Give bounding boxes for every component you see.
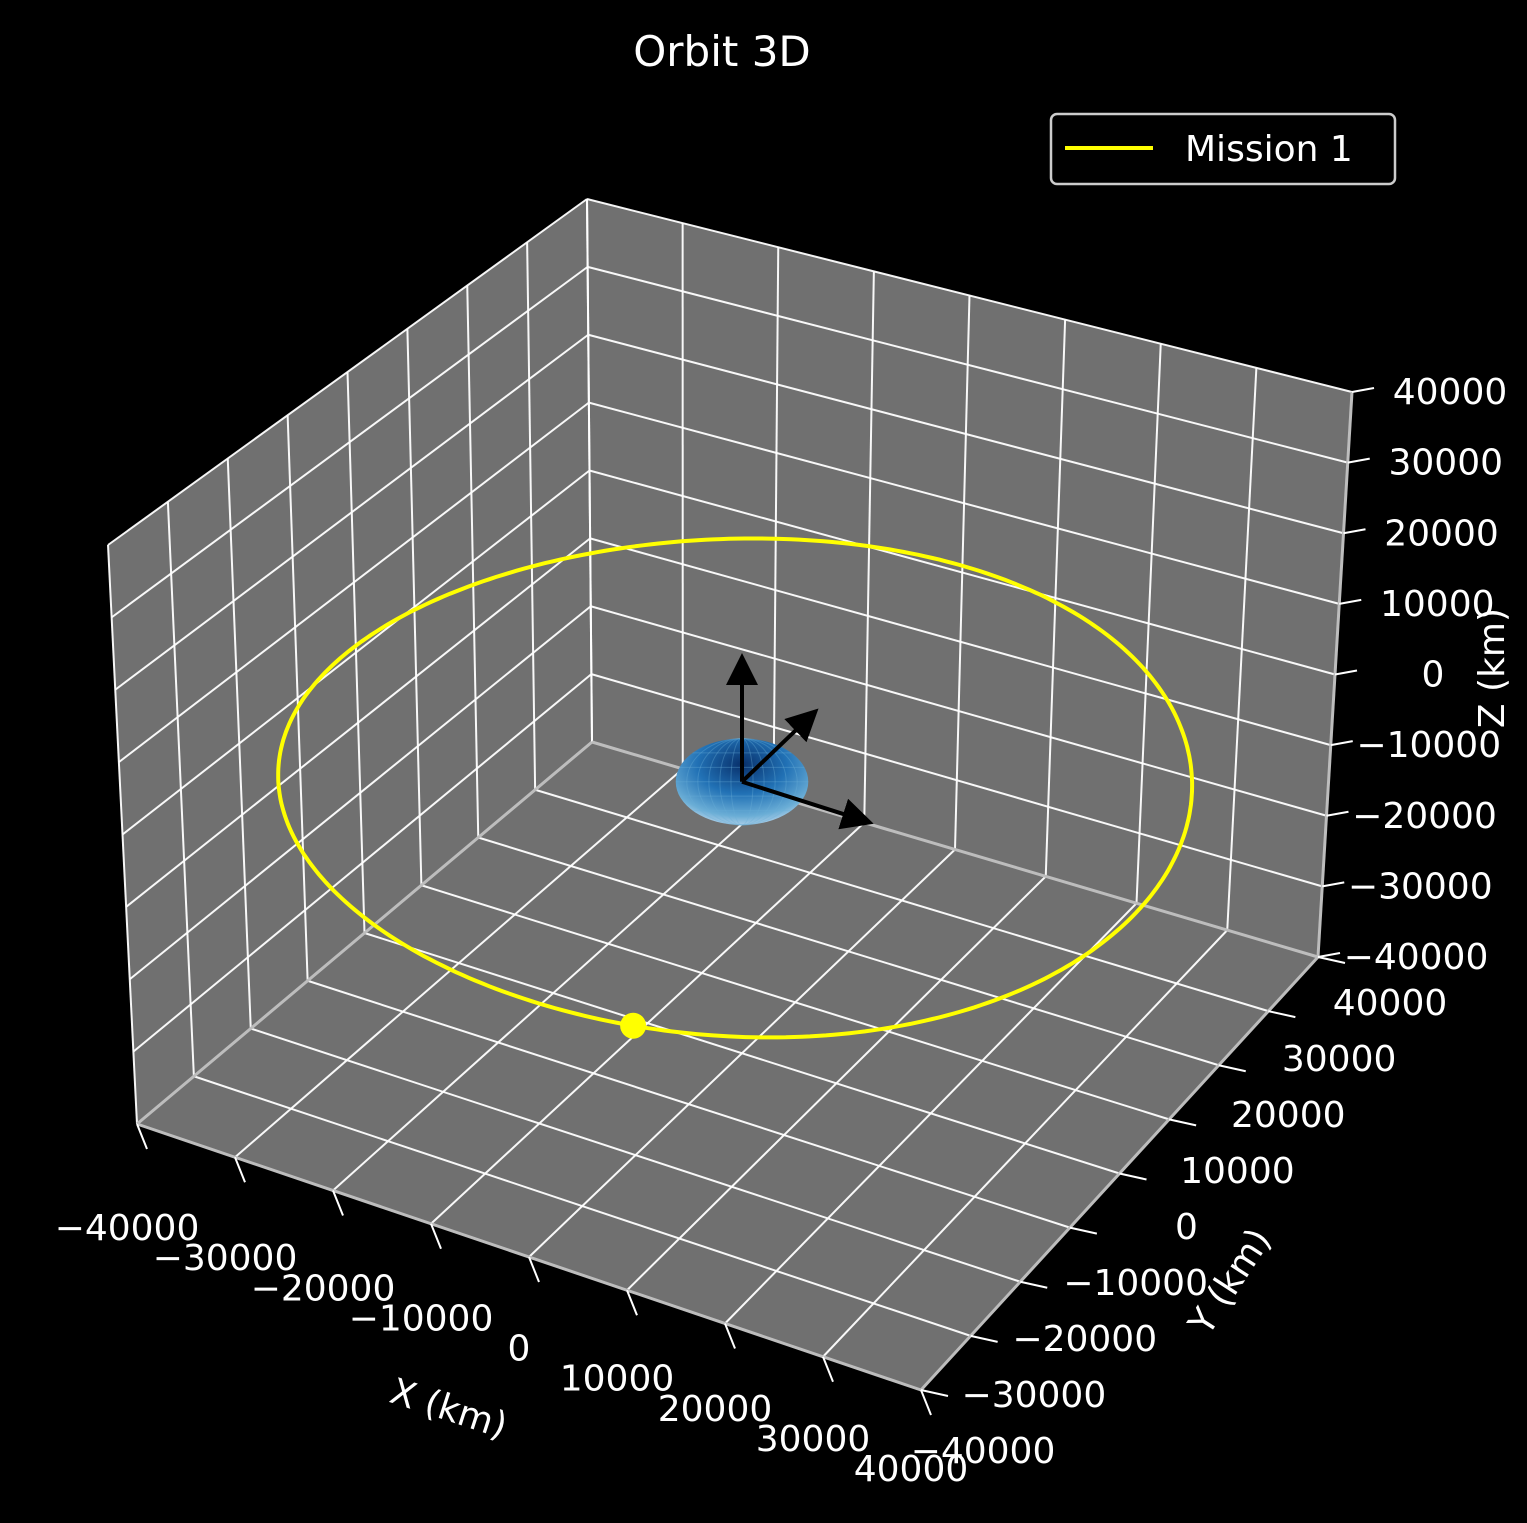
z-tick: [1330, 740, 1353, 747]
orbit-line-mission-1: [276, 536, 1195, 1040]
chart-title: Orbit 3D: [633, 27, 811, 76]
y-tick: [1168, 1118, 1197, 1127]
y-tick: [1268, 1010, 1296, 1019]
y-tick-label: 30000: [1282, 1039, 1397, 1080]
y-tick-label: −30000: [962, 1375, 1107, 1416]
x-tick-label: −10000: [349, 1298, 494, 1339]
grid-left-z: [121, 469, 591, 836]
z-tick-label: 30000: [1388, 443, 1503, 484]
z-tick-label: 0: [1422, 655, 1445, 696]
grid-back-x: [1044, 319, 1067, 877]
grid-back-z: [587, 333, 1344, 535]
y-tick-label: 0: [1175, 1207, 1198, 1248]
y-tick-label: −40000: [911, 1431, 1056, 1472]
grid-left-y: [526, 242, 537, 790]
x-tick-label: −30000: [153, 1238, 298, 1279]
y-tick-label: 10000: [1180, 1151, 1295, 1192]
x-tick-label: 20000: [658, 1389, 773, 1430]
x-tick-label: −20000: [251, 1268, 396, 1309]
z-tick-label: 10000: [1380, 584, 1495, 625]
z-tick: [1347, 457, 1370, 464]
grid-floor-x: [724, 902, 1138, 1325]
grid-left-z: [118, 401, 590, 763]
frame-axes-arrows: [726, 652, 874, 830]
x-tick-label: −40000: [55, 1208, 200, 1249]
z-tick-label: −10000: [1356, 725, 1501, 766]
grid-floor-y: [477, 836, 1220, 1067]
y-tick-label: 40000: [1333, 983, 1448, 1024]
z-tick: [1322, 881, 1345, 888]
z-tick: [1351, 387, 1375, 393]
grid-back-z: [587, 265, 1348, 464]
grid-left-z: [111, 266, 589, 619]
grid-floor-y: [421, 884, 1170, 1121]
grid-floor-y: [364, 932, 1120, 1175]
x-tick-label: 10000: [560, 1359, 675, 1400]
y-tick-label: 20000: [1231, 1095, 1346, 1136]
z-tick: [1326, 810, 1349, 817]
y-tick: [1119, 1172, 1147, 1181]
spacecraft-marker: [620, 1012, 647, 1039]
z-tick: [1343, 528, 1366, 535]
orbit-series: [276, 536, 1195, 1040]
grid-left-y: [586, 198, 593, 743]
z-tick: [1317, 952, 1341, 958]
grid-left-z: [114, 333, 589, 691]
grid-back-z: [588, 401, 1340, 605]
z-tick-label: −30000: [1348, 866, 1493, 907]
y-tick: [1218, 1064, 1246, 1073]
x-tick: [920, 1389, 932, 1416]
x-tick: [136, 1123, 148, 1150]
axes-ticks: −40000−40000−40000−30000−30000−30000−200…: [55, 372, 1508, 1490]
y-tick-label: −20000: [1012, 1319, 1157, 1360]
arrow-x: [741, 779, 874, 830]
legend-label-mission-1: Mission 1: [1185, 129, 1353, 170]
legend-frame: [1049, 112, 1397, 186]
z-tick: [1334, 669, 1358, 676]
y-tick: [1069, 1226, 1098, 1235]
x-tick-label: 40000: [854, 1449, 969, 1490]
y-tick: [920, 1389, 949, 1397]
pane-edge-left: [136, 740, 593, 1126]
z-tick-label: −40000: [1344, 937, 1489, 978]
x-tick: [528, 1256, 540, 1283]
legend: Mission 1: [1049, 112, 1397, 186]
z-tick-label: 20000: [1384, 513, 1499, 554]
z-tick-label: −20000: [1352, 796, 1497, 837]
y-tick-label: −10000: [1063, 1263, 1208, 1304]
y-tick: [970, 1334, 998, 1343]
arrow-y: [740, 708, 819, 784]
x-tick: [234, 1156, 246, 1183]
x-tick-label: 0: [508, 1329, 531, 1370]
grid-back-z: [586, 198, 1353, 393]
x-tick: [626, 1289, 638, 1316]
grid-back-x: [1135, 343, 1162, 904]
z-axis-label: Z (km): [1472, 608, 1513, 728]
x-tick: [430, 1223, 442, 1250]
grid-floor-y: [534, 788, 1269, 1013]
x-tick-label: 30000: [756, 1419, 871, 1460]
grid-left-y: [406, 328, 423, 886]
x-tick: [724, 1323, 736, 1349]
grid-left-z: [107, 198, 588, 546]
z-tick: [1339, 598, 1362, 605]
grid-floor-x: [822, 929, 1228, 1358]
x-tick: [822, 1356, 834, 1383]
grid-left-y: [466, 285, 480, 838]
x-tick: [332, 1190, 344, 1216]
grid-back-z: [589, 469, 1336, 676]
z-tick-label: 40000: [1393, 372, 1508, 413]
grid-floor-x: [626, 875, 1047, 1291]
y-tick: [1020, 1280, 1048, 1289]
y-tick: [1317, 956, 1346, 964]
grid-back-x: [1226, 367, 1258, 931]
